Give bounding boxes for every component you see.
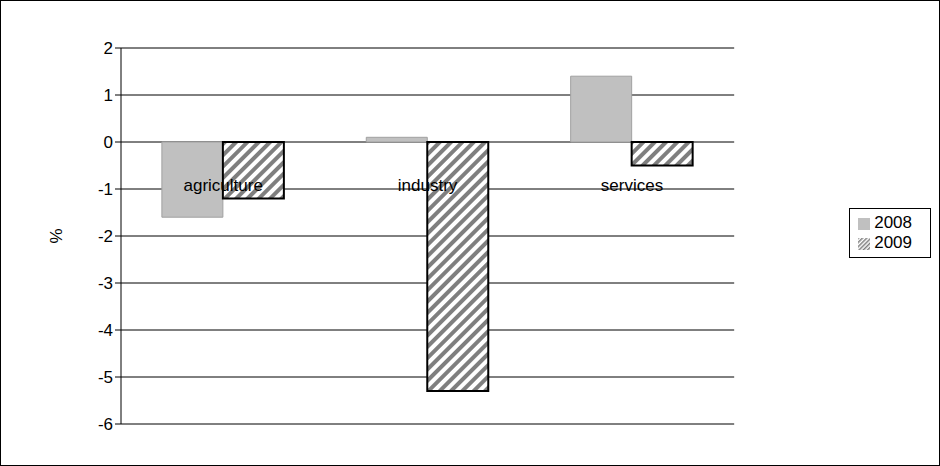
svg-text:2: 2 bbox=[104, 39, 113, 58]
svg-text:industry: industry bbox=[398, 176, 458, 195]
svg-text:-4: -4 bbox=[98, 321, 113, 340]
svg-text:agriculture: agriculture bbox=[184, 176, 263, 195]
svg-text:1: 1 bbox=[104, 86, 113, 105]
svg-text:-5: -5 bbox=[98, 368, 113, 387]
svg-text:0: 0 bbox=[104, 133, 113, 152]
svg-text:-6: -6 bbox=[98, 415, 113, 434]
svg-text:services: services bbox=[601, 176, 663, 195]
svg-text:-1: -1 bbox=[98, 180, 113, 199]
svg-text:-2: -2 bbox=[98, 227, 113, 246]
svg-text:%: % bbox=[47, 228, 66, 243]
svg-text:-3: -3 bbox=[98, 274, 113, 293]
html-text:2008: 2008 bbox=[874, 213, 912, 232]
html-text:2009: 2009 bbox=[874, 233, 912, 252]
